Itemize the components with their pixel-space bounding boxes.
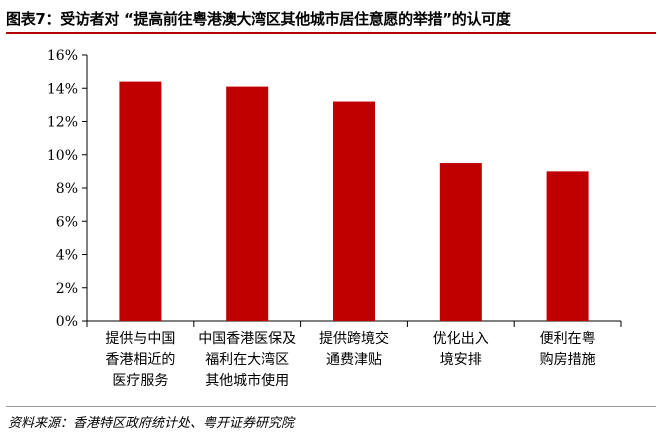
x-tick-label: 优化出入 [433,331,489,347]
x-tick-label: 境安排 [440,352,482,368]
y-tick-label: 14% [47,81,78,97]
x-tick-label: 便利在粤 [540,331,596,347]
bar [546,171,589,321]
bar [226,86,269,322]
x-tick-label: 提供跨境交 [319,330,389,347]
x-tick-label: 购房措施 [540,352,596,368]
x-tick-label: 其他城市使用 [205,372,289,389]
bar [439,163,482,321]
x-tick-label: 香港相近的 [105,352,175,368]
source-rule [6,406,656,407]
y-tick-label: 4% [56,248,78,264]
y-tick-label: 6% [56,214,78,230]
chart-title: 图表7：受访者对 “提高前往粤港澳大湾区其他城市居住意愿的举措”的认可度 [6,10,511,28]
bar [119,81,162,321]
title-rule [6,32,656,34]
y-tick-label: 16% [47,48,78,64]
x-tick-label: 通费津贴 [326,352,382,368]
x-tick-label: 提供与中国 [105,331,175,347]
x-tick-label: 中国香港医保及 [198,331,296,347]
y-tick-label: 2% [56,281,78,297]
x-tick-label: 福利在大湾区 [205,351,289,368]
y-tick-label: 10% [47,148,78,164]
x-tick-label: 医疗服务 [112,373,168,389]
bar [333,101,375,321]
y-tick-label: 0% [56,314,78,330]
source-note: 资料来源：香港特区政府统计处、粤开证券研究院 [8,416,295,431]
y-tick-label: 12% [47,115,78,131]
bars [119,81,589,322]
y-tick-label: 8% [56,181,78,197]
